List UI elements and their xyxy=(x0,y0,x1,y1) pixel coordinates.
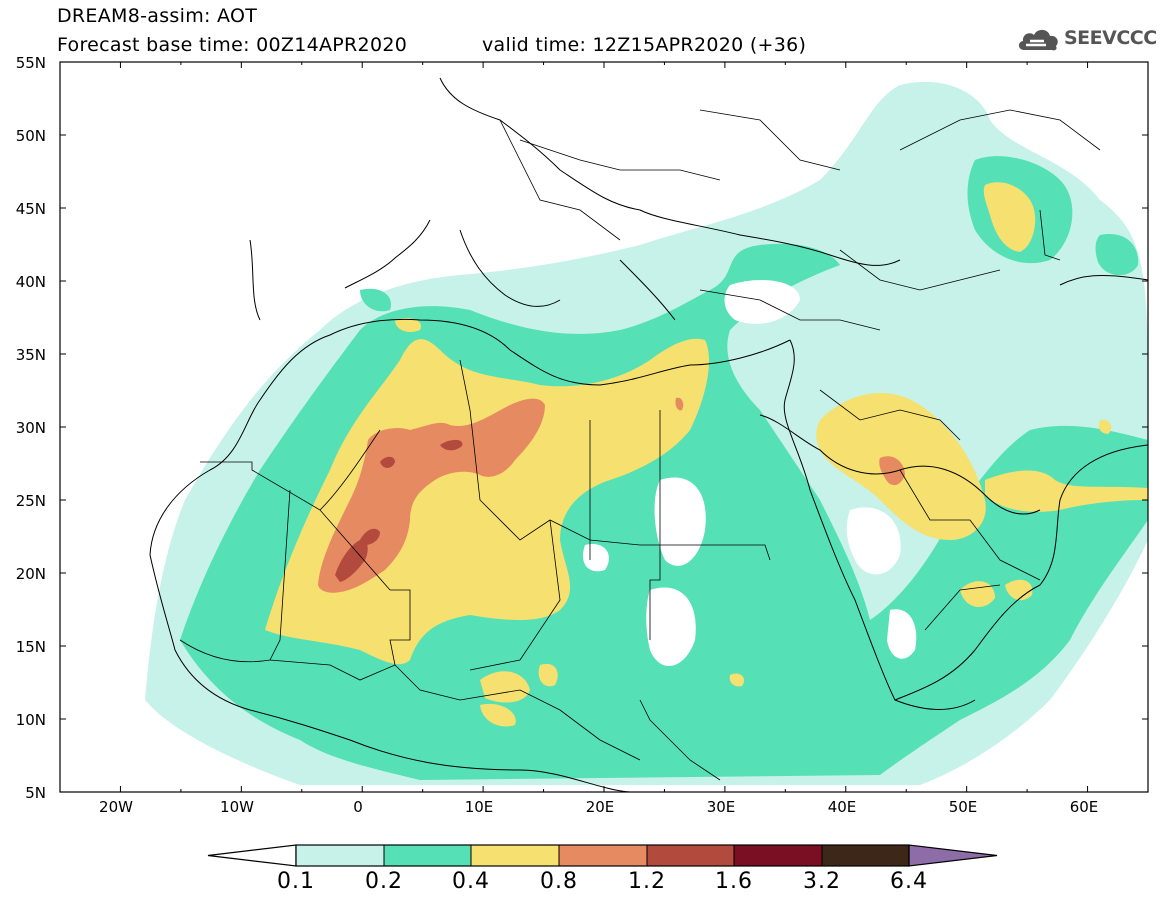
colorbar-label: 0.8 xyxy=(540,869,578,894)
colorbar-label: 1.6 xyxy=(715,869,753,894)
lat-tick-label: 20N xyxy=(15,565,46,583)
forecast-base-time: Forecast base time: 00Z14APR2020 xyxy=(57,34,408,56)
aot-level-0.8 xyxy=(318,397,905,593)
seevccc-logo: SEEVCCC xyxy=(1016,24,1157,56)
lon-tick-label: 60E xyxy=(1069,798,1099,816)
axis-ticks xyxy=(59,61,1149,793)
aot-below-0.1 xyxy=(582,280,917,667)
country-borders xyxy=(179,109,1101,781)
colorbar-bin-1.6 xyxy=(734,845,822,866)
colorbar-bin-0.2 xyxy=(384,845,471,866)
colorbar-bin-3.2 xyxy=(822,845,909,866)
valid-time: valid time: 12Z15APR2020 (+36) xyxy=(482,34,807,56)
colorbar-label: 6.4 xyxy=(890,869,928,894)
colorbar-bin-1.2 xyxy=(647,845,734,866)
lon-tick-label: 0 xyxy=(353,798,363,816)
lat-tick-label: 35N xyxy=(15,346,46,364)
lat-tick-label: 15N xyxy=(15,638,46,656)
logo-text: SEEVCCC xyxy=(1064,27,1157,49)
lat-tick-label: 55N xyxy=(15,54,46,72)
colorbar-label: 0.4 xyxy=(452,869,490,894)
colorbar-under-arrow xyxy=(207,844,297,867)
colorbar-label: 1.2 xyxy=(628,869,666,894)
lat-tick-label: 5N xyxy=(25,784,46,802)
lon-tick-label: 10E xyxy=(464,798,494,816)
aot-contours xyxy=(145,81,1148,785)
lat-tick-label: 30N xyxy=(15,419,46,437)
lon-tick-label: 20E xyxy=(585,798,615,816)
colorbar-label: 3.2 xyxy=(803,869,841,894)
lat-tick-label: 25N xyxy=(15,492,46,510)
lon-tick-label: 10W xyxy=(220,798,254,816)
colorbar-over-arrow xyxy=(908,844,998,867)
colorbar xyxy=(207,844,998,867)
lon-tick-label: 20W xyxy=(99,798,133,816)
aot-level-1.2 xyxy=(335,439,463,582)
lat-tick-label: 50N xyxy=(15,127,46,145)
lat-tick-label: 45N xyxy=(15,200,46,218)
colorbar-bin-0.4 xyxy=(471,845,559,866)
lat-tick-label: 40N xyxy=(15,273,46,291)
lon-tick-label: 40E xyxy=(827,798,857,816)
cloud-icon xyxy=(1018,29,1058,51)
map-title: DREAM8-assim: AOT xyxy=(57,5,258,27)
colorbar-bin-0.8 xyxy=(559,845,647,866)
lon-tick-label: 50E xyxy=(948,798,978,816)
colorbar-bin-0.1 xyxy=(296,845,384,866)
lat-tick-label: 10N xyxy=(15,711,46,729)
colorbar-frame xyxy=(295,844,910,867)
lon-tick-label: 30E xyxy=(706,798,736,816)
colorbar-label: 0.2 xyxy=(365,869,403,894)
colorbar-label: 0.1 xyxy=(277,869,315,894)
